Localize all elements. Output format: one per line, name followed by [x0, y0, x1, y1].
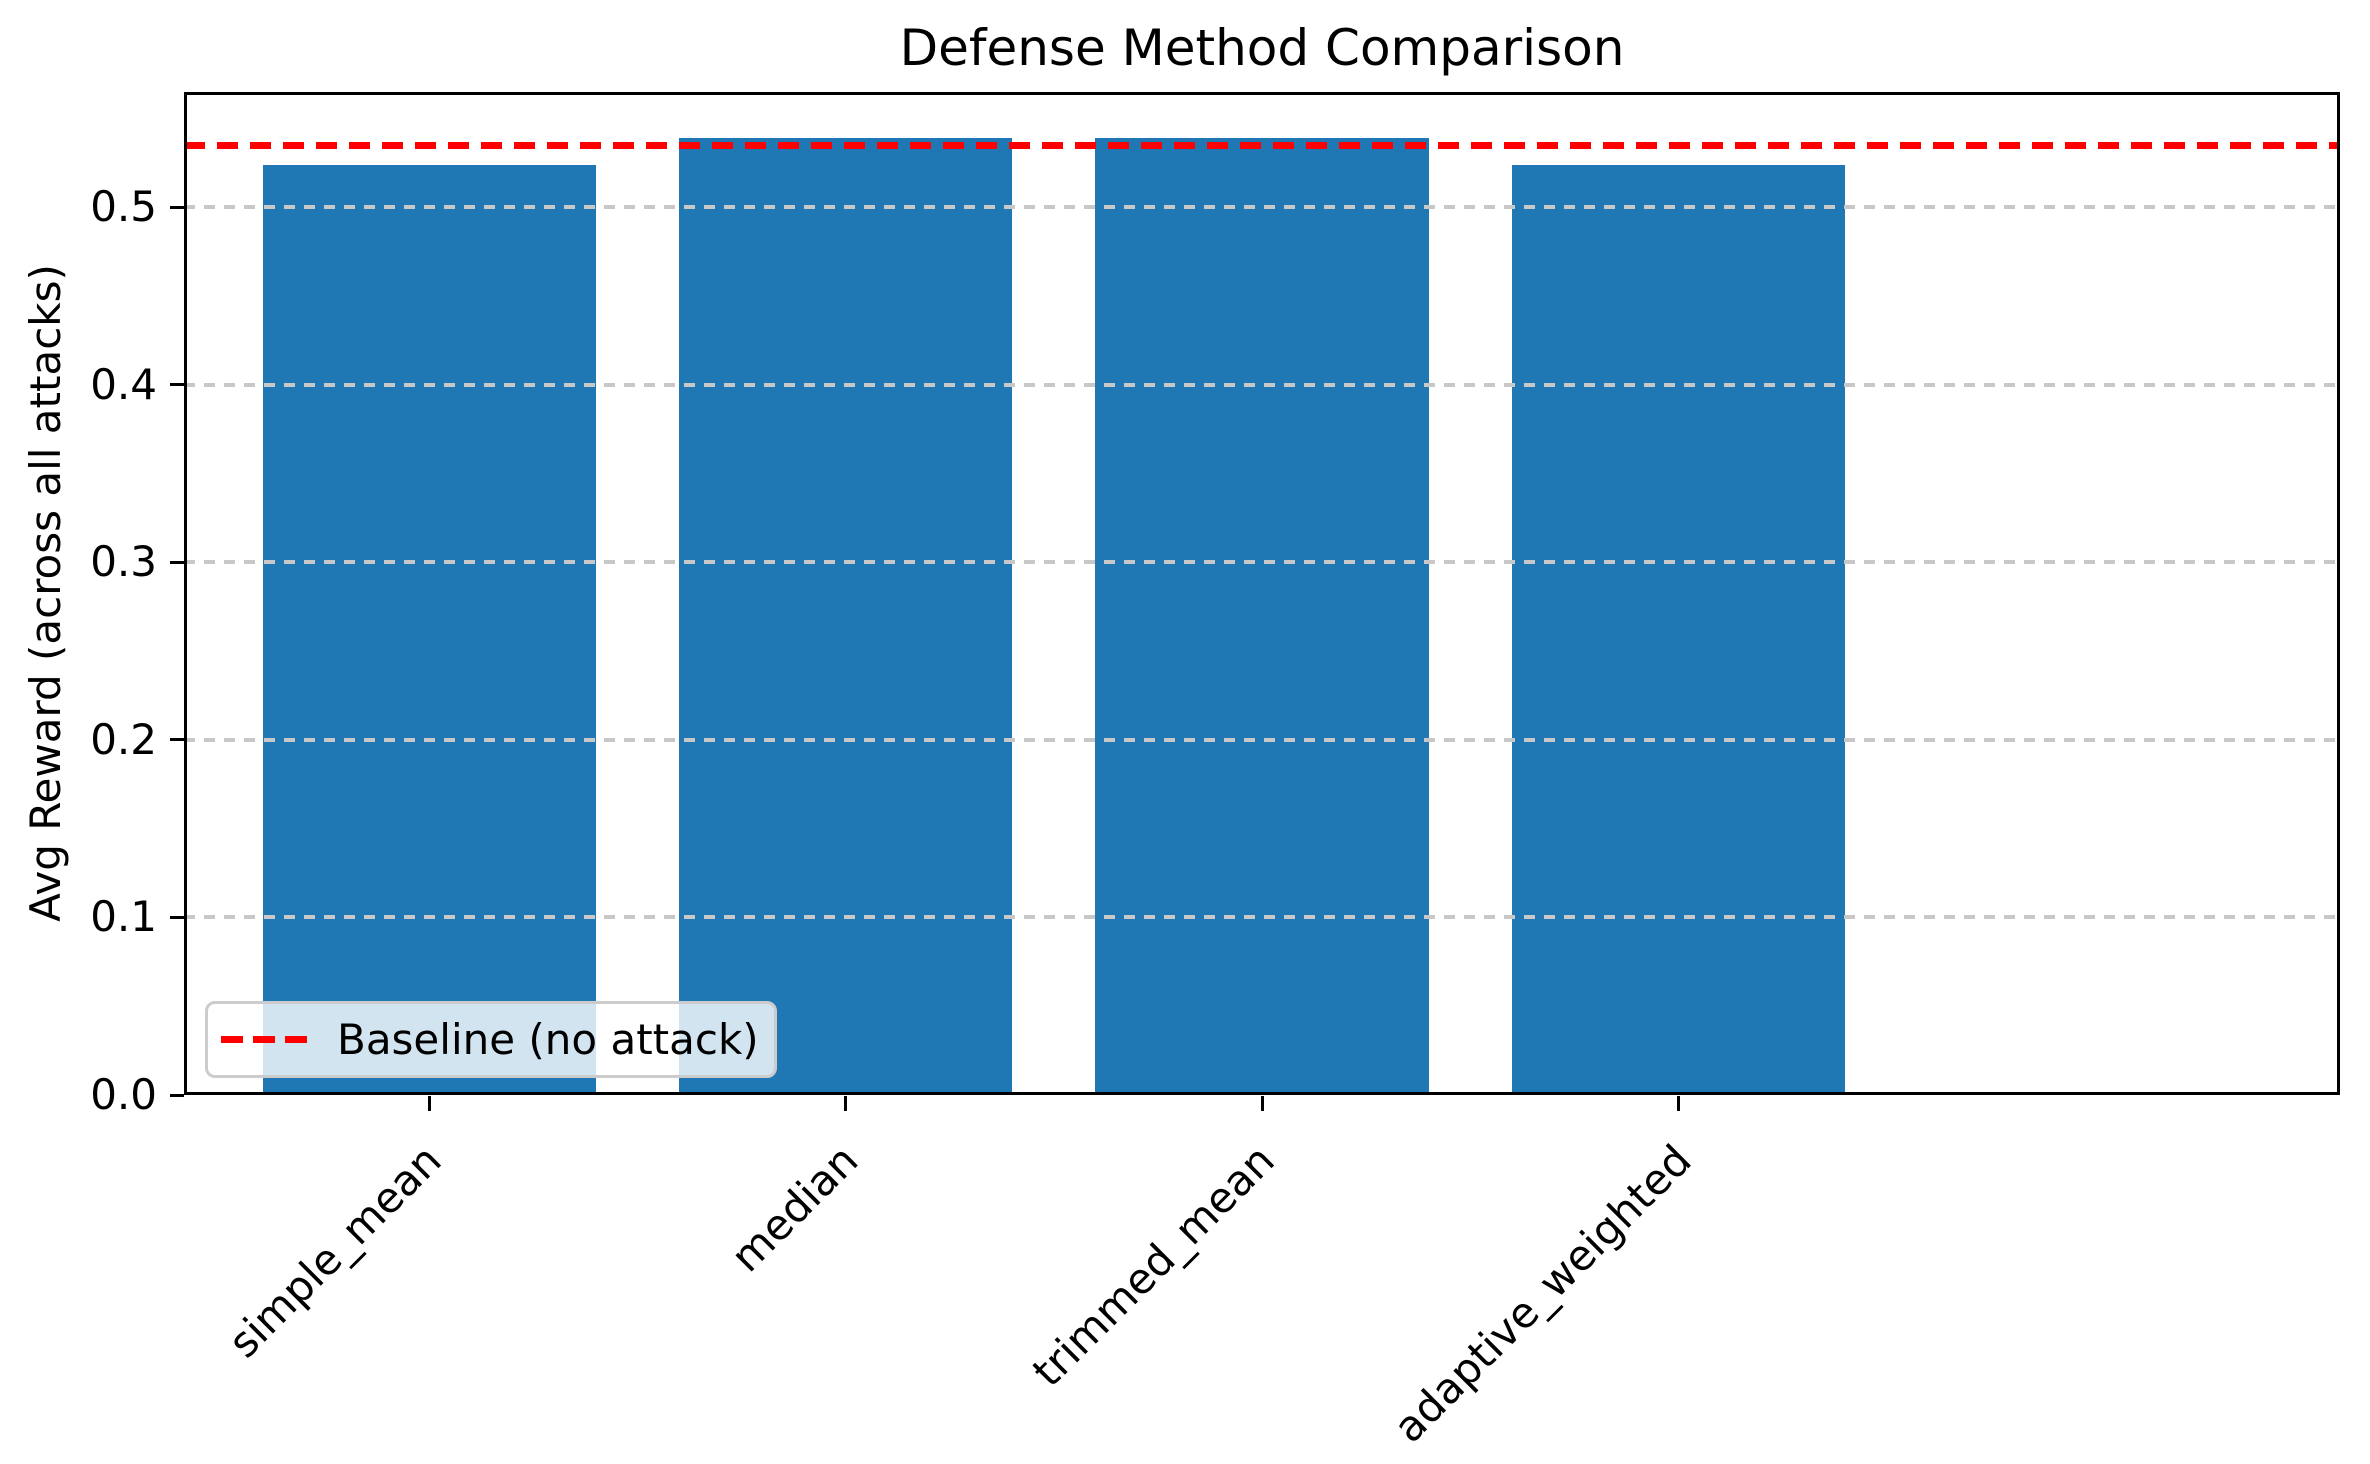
- y-tick-label-0.3: 0.3: [90, 537, 157, 587]
- x-tick-median: [844, 1096, 848, 1111]
- gridline-0.5: [184, 205, 2340, 210]
- x-tick-label-text: simple_mean: [219, 1135, 452, 1368]
- x-tick-trimmed_mean: [1260, 1096, 1264, 1111]
- gridline-0.4: [184, 382, 2340, 387]
- bar-adaptive_weighted: [1511, 164, 1845, 1095]
- y-tick-label-0.4: 0.4: [90, 359, 157, 409]
- x-tick-label-text: adaptive_weighted: [1383, 1135, 1701, 1452]
- dashed-line-icon: [221, 1036, 307, 1043]
- y-tick-0.2: [170, 738, 184, 742]
- x-tick-label-text: median: [721, 1135, 868, 1282]
- bar-median: [679, 138, 1013, 1095]
- y-tick-label-0.0: 0.0: [90, 1070, 157, 1119]
- bar-simple_mean: [262, 164, 596, 1095]
- bar-trimmed_mean: [1095, 138, 1429, 1095]
- y-tick-label-0.5: 0.5: [90, 182, 157, 232]
- gridline-0.1: [184, 915, 2340, 920]
- gridline-0.2: [184, 737, 2340, 742]
- chart-title: Defense Method Comparison: [899, 19, 1625, 77]
- y-tick-0.0: [170, 1093, 184, 1097]
- gridline-0.3: [184, 560, 2340, 565]
- legend: Baseline (no attack): [205, 1001, 777, 1078]
- y-tick-0.3: [170, 560, 184, 564]
- y-tick-0.4: [170, 383, 184, 387]
- y-tick-label-0.1: 0.1: [90, 892, 157, 942]
- baseline-line: [184, 141, 2340, 149]
- plot-area: [184, 92, 2340, 1095]
- x-tick-simple_mean: [427, 1096, 431, 1111]
- y-tick-0.5: [170, 205, 184, 209]
- y-tick-0.1: [170, 915, 184, 919]
- legend-label: Baseline (no attack): [337, 1014, 759, 1064]
- x-tick-label-text: trimmed_mean: [1023, 1135, 1284, 1397]
- x-tick-adaptive_weighted: [1676, 1096, 1680, 1111]
- y-tick-label-0.2: 0.2: [90, 714, 157, 764]
